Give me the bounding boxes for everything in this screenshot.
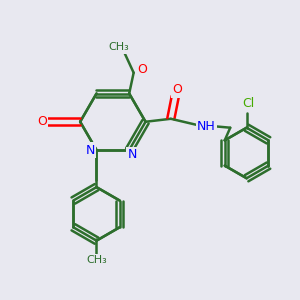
Text: NH: NH <box>197 120 216 133</box>
Text: CH₃: CH₃ <box>86 255 107 265</box>
Text: O: O <box>172 83 182 97</box>
Text: N: N <box>128 148 137 161</box>
Text: O: O <box>138 63 148 76</box>
Text: Cl: Cl <box>242 98 254 110</box>
Text: CH₃: CH₃ <box>108 43 129 52</box>
Text: N: N <box>86 143 95 157</box>
Text: O: O <box>37 115 47 128</box>
